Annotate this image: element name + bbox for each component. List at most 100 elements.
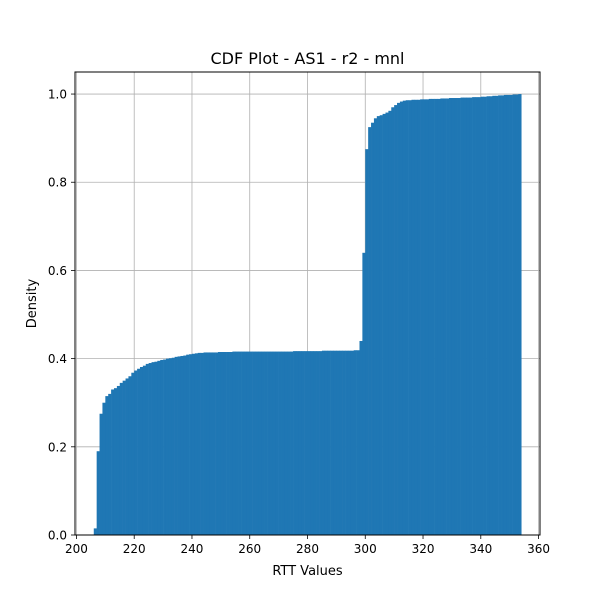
- histogram-bar: [319, 351, 323, 535]
- histogram-bar: [249, 351, 253, 535]
- histogram-bar: [223, 352, 227, 535]
- histogram-bar: [466, 97, 470, 535]
- histogram-bar: [238, 351, 242, 535]
- histogram-bar: [261, 351, 265, 535]
- histogram-bar: [148, 363, 152, 535]
- histogram-bar: [449, 98, 453, 536]
- histogram-bar: [116, 385, 121, 535]
- histogram-bar: [310, 351, 314, 535]
- histogram-bar: [264, 351, 268, 535]
- histogram-bar: [330, 350, 334, 535]
- histogram-bar: [353, 350, 357, 535]
- histogram-bar: [489, 96, 493, 535]
- histogram-bar: [492, 95, 496, 535]
- histogram-bar: [128, 376, 132, 535]
- axes-layer: 200 220 240 260 280 300 320 340 360 0.0 0.2 0.4 0.6 0…: [48, 88, 550, 556]
- y-tick-label: 0.6: [48, 264, 67, 278]
- histogram-bar: [402, 100, 406, 536]
- histogram-bar: [414, 99, 418, 535]
- histogram-bar: [203, 352, 207, 535]
- histogram-bar: [142, 365, 147, 535]
- histogram-bar: [134, 370, 138, 535]
- x-tick-label: 280: [296, 542, 319, 556]
- histogram-bar: [307, 351, 311, 535]
- histogram-bar: [434, 98, 438, 535]
- histogram-bar: [327, 350, 331, 535]
- histogram-bar: [446, 98, 450, 535]
- histogram-bar: [506, 94, 510, 535]
- x-tick-label: 320: [412, 542, 435, 556]
- histogram-bar: [356, 350, 360, 535]
- histogram-bar: [99, 413, 103, 535]
- x-tick-label: 220: [123, 542, 146, 556]
- histogram-bar: [397, 102, 401, 535]
- histogram-bar: [451, 98, 456, 536]
- histogram-bar: [293, 351, 297, 535]
- histogram-bar: [163, 359, 167, 535]
- histogram-bar: [454, 98, 458, 536]
- histogram-bar: [200, 352, 204, 535]
- histogram-bar: [174, 356, 178, 535]
- histogram-bar: [160, 359, 164, 535]
- histogram-bar: [388, 110, 392, 536]
- histogram-bar: [301, 351, 305, 535]
- histogram-bar: [113, 388, 118, 535]
- histogram-bar: [125, 378, 129, 535]
- histogram-bar: [165, 358, 170, 535]
- chart-title: CDF Plot - AS1 - r2 - mnl: [211, 49, 405, 68]
- histogram-bar: [108, 393, 112, 535]
- histogram-bar: [226, 352, 230, 535]
- histogram-bar: [417, 99, 421, 535]
- histogram-bar: [379, 115, 383, 536]
- histogram-bar: [229, 352, 233, 535]
- histogram-bar: [486, 96, 490, 535]
- histogram-bar: [509, 94, 513, 535]
- histogram-bar: [425, 99, 430, 535]
- histogram-bar: [495, 95, 499, 535]
- histogram-bar: [168, 358, 173, 535]
- histogram-bar: [443, 98, 447, 535]
- histogram-bar: [376, 116, 381, 535]
- histogram-bar: [336, 350, 340, 535]
- histogram-bar: [220, 352, 225, 535]
- histogram-bar: [394, 105, 398, 536]
- histogram-bar: [365, 149, 369, 535]
- histogram-bar: [96, 451, 100, 535]
- histogram-bar: [472, 97, 476, 536]
- histogram-bar: [345, 350, 349, 535]
- histogram-bar: [252, 351, 256, 535]
- histogram-bar: [246, 351, 251, 535]
- histogram-bar: [183, 355, 187, 535]
- histogram-bar: [385, 112, 389, 535]
- histogram-bar: [139, 366, 144, 535]
- histogram-bar: [359, 340, 363, 535]
- histogram-bar: [480, 96, 484, 536]
- histogram-bar: [154, 361, 158, 535]
- histogram-bar: [339, 350, 343, 535]
- histogram-bar: [93, 528, 97, 535]
- y-tick-label: 0.4: [48, 352, 67, 366]
- histogram-bar: [206, 352, 210, 535]
- histogram-bar: [131, 372, 135, 535]
- histogram-bar: [269, 351, 274, 535]
- x-axis-label: RTT Values: [272, 564, 343, 579]
- histogram-bar: [157, 360, 161, 535]
- histogram-bar: [177, 356, 181, 535]
- histogram-bar: [399, 101, 404, 535]
- histogram-bar: [391, 107, 395, 536]
- histogram-bar: [463, 97, 467, 535]
- histogram-bar: [212, 352, 216, 535]
- histogram-bar: [368, 127, 372, 535]
- histogram-bar: [290, 351, 294, 535]
- histogram-bar: [137, 368, 141, 535]
- histogram-bar: [171, 357, 175, 535]
- histogram-bar: [235, 351, 239, 535]
- histogram-bar: [498, 95, 502, 535]
- histogram-bar: [431, 98, 435, 535]
- histogram-bar: [405, 100, 409, 536]
- histogram-bar: [333, 350, 337, 535]
- bars-layer: [93, 94, 522, 536]
- histogram-bar: [272, 351, 277, 535]
